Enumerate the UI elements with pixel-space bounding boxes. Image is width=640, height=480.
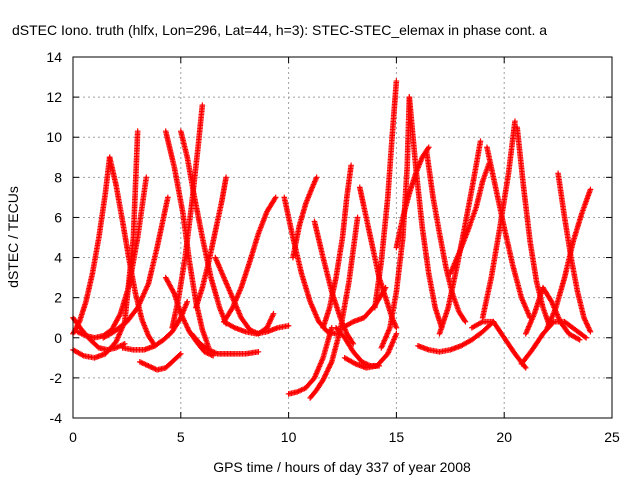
chart-title: dSTEC Iono. truth (hlfx, Lon=296, Lat=44… xyxy=(12,22,547,38)
data-point xyxy=(223,174,229,181)
data-point xyxy=(176,352,183,358)
data-point xyxy=(522,365,529,371)
data-point xyxy=(576,336,583,343)
plot-frame xyxy=(72,56,613,419)
x-axis-title: GPS time / hours of day 337 of year 2008 xyxy=(213,459,471,475)
data-point xyxy=(477,138,484,145)
data-point xyxy=(587,186,594,193)
data-point xyxy=(583,334,589,341)
y-tick-label: 14 xyxy=(46,49,62,65)
data-point xyxy=(425,144,432,151)
data-point xyxy=(121,340,128,347)
data-marks xyxy=(70,78,594,401)
y-tick-label: 12 xyxy=(46,89,62,105)
data-point xyxy=(272,194,279,201)
data-point xyxy=(393,330,400,337)
data-point xyxy=(143,174,150,181)
x-tick-label: 15 xyxy=(389,429,405,445)
data-point xyxy=(393,78,400,84)
y-axis-title: dSTEC / TECUs xyxy=(5,186,21,288)
data-point xyxy=(382,284,389,291)
y-tick-label: 2 xyxy=(54,290,62,306)
y-tick-label: 8 xyxy=(54,169,62,185)
data-point xyxy=(165,194,171,201)
data-point xyxy=(178,351,184,357)
x-tick-label: 5 xyxy=(177,429,185,445)
data-point xyxy=(134,128,141,135)
y-tick-label: -4 xyxy=(50,410,63,426)
data-point xyxy=(270,310,277,317)
data-point xyxy=(350,340,357,347)
y-tick-label: -2 xyxy=(50,370,63,386)
data-point xyxy=(255,349,262,355)
data-point xyxy=(522,363,528,370)
x-tick-label: 20 xyxy=(496,429,512,445)
data-point xyxy=(512,118,518,124)
data-point xyxy=(587,328,594,335)
data-point xyxy=(461,317,468,324)
x-tick-label: 25 xyxy=(604,429,620,445)
data-point xyxy=(348,162,354,169)
x-tick-label: 0 xyxy=(69,429,77,445)
data-point xyxy=(354,214,361,221)
y-tick-label: 10 xyxy=(46,129,62,145)
data-point xyxy=(393,324,400,331)
y-tick-label: 4 xyxy=(54,250,62,266)
y-tick-label: 6 xyxy=(54,209,62,225)
data-point xyxy=(349,339,356,346)
data-point xyxy=(462,318,469,325)
axis-ticks: 0 5 10 15 20 25 -4 -2 0 2 4 6 8 10 12 14 xyxy=(46,49,620,445)
data-point xyxy=(582,334,588,340)
y-tick-label: 0 xyxy=(54,330,62,346)
data-point xyxy=(285,322,292,329)
x-tick-label: 10 xyxy=(281,429,297,445)
data-point xyxy=(313,174,320,181)
data-point xyxy=(199,102,206,108)
data-point xyxy=(184,298,191,305)
